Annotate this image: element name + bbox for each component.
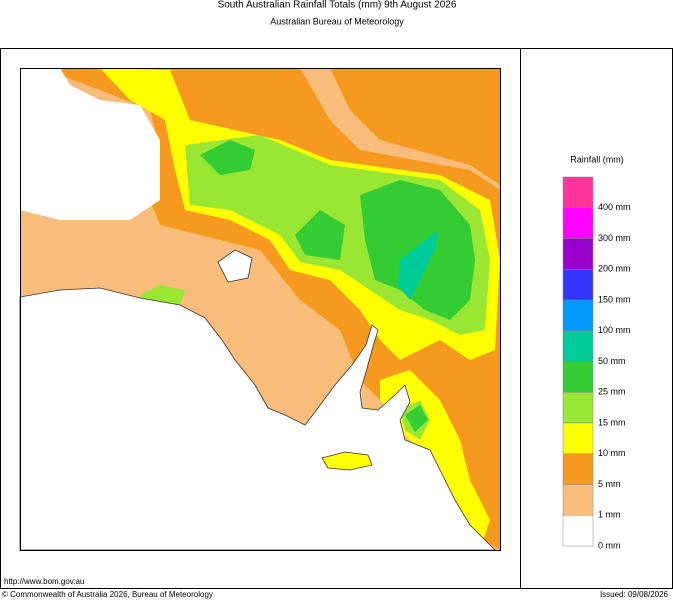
legend-label: 0 mm <box>598 540 621 550</box>
legend-panel <box>520 48 673 589</box>
legend-swatch <box>562 269 594 301</box>
legend-swatch <box>562 207 594 239</box>
legend-swatch <box>562 330 594 362</box>
legend-swatch <box>562 453 594 485</box>
legend-label: 300 mm <box>598 233 631 243</box>
legend-label: 400 mm <box>598 202 631 212</box>
legend-label: 50 mm <box>598 356 626 366</box>
footer-issued: Issued: 09/08/2026 <box>600 590 669 599</box>
legend-swatch <box>562 176 594 208</box>
legend-title: Rainfall (mm) <box>570 154 624 164</box>
legend-swatch <box>562 299 594 331</box>
legend-label: 5 mm <box>598 479 621 489</box>
legend-swatch <box>562 515 594 547</box>
footer-url: http://www.bom.gov.au <box>4 577 84 586</box>
legend-swatch <box>562 361 594 393</box>
legend-swatch <box>562 392 594 424</box>
legend-swatch <box>562 422 594 454</box>
legend-swatch <box>562 238 594 270</box>
footer-copyright: © Commonwealth of Australia 2026, Bureau… <box>2 590 213 599</box>
legend-label: 25 mm <box>598 387 626 397</box>
legend-label: 200 mm <box>598 264 631 274</box>
title: South Australian Rainfall Totals (mm) 9t… <box>218 0 457 11</box>
legend-label: 10 mm <box>598 448 626 458</box>
legend-label: 150 mm <box>598 294 631 304</box>
subtitle: Australian Bureau of Meteorology <box>270 16 404 26</box>
map <box>19 68 501 551</box>
legend-swatch <box>562 484 594 516</box>
legend: 400 mm 300 mm 200 mm 150 mm 100 mm 50 mm 25 mm… <box>562 176 631 550</box>
legend-label: 1 mm <box>598 510 621 520</box>
legend-label: 15 mm <box>598 417 626 427</box>
legend-label: 100 mm <box>598 325 631 335</box>
